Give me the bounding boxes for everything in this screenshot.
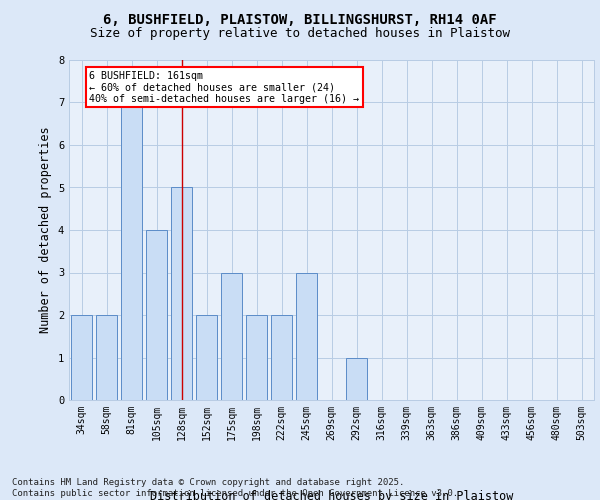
Bar [196,315,217,400]
Bar [171,188,192,400]
Text: 6 BUSHFIELD: 161sqm
← 60% of detached houses are smaller (24)
40% of semi-detach: 6 BUSHFIELD: 161sqm ← 60% of detached ho… [89,70,359,104]
Text: Size of property relative to detached houses in Plaistow: Size of property relative to detached ho… [90,28,510,40]
Bar [271,315,292,400]
Text: 6, BUSHFIELD, PLAISTOW, BILLINGSHURST, RH14 0AF: 6, BUSHFIELD, PLAISTOW, BILLINGSHURST, R… [103,12,497,26]
Bar [146,230,167,400]
Text: Contains HM Land Registry data © Crown copyright and database right 2025.
Contai: Contains HM Land Registry data © Crown c… [12,478,458,498]
X-axis label: Distribution of detached houses by size in Plaistow: Distribution of detached houses by size … [150,490,513,500]
Bar [121,102,142,400]
Bar [71,315,92,400]
Bar [221,272,242,400]
Bar [96,315,117,400]
Bar [296,272,317,400]
Bar [346,358,367,400]
Y-axis label: Number of detached properties: Number of detached properties [40,126,52,334]
Bar [246,315,267,400]
